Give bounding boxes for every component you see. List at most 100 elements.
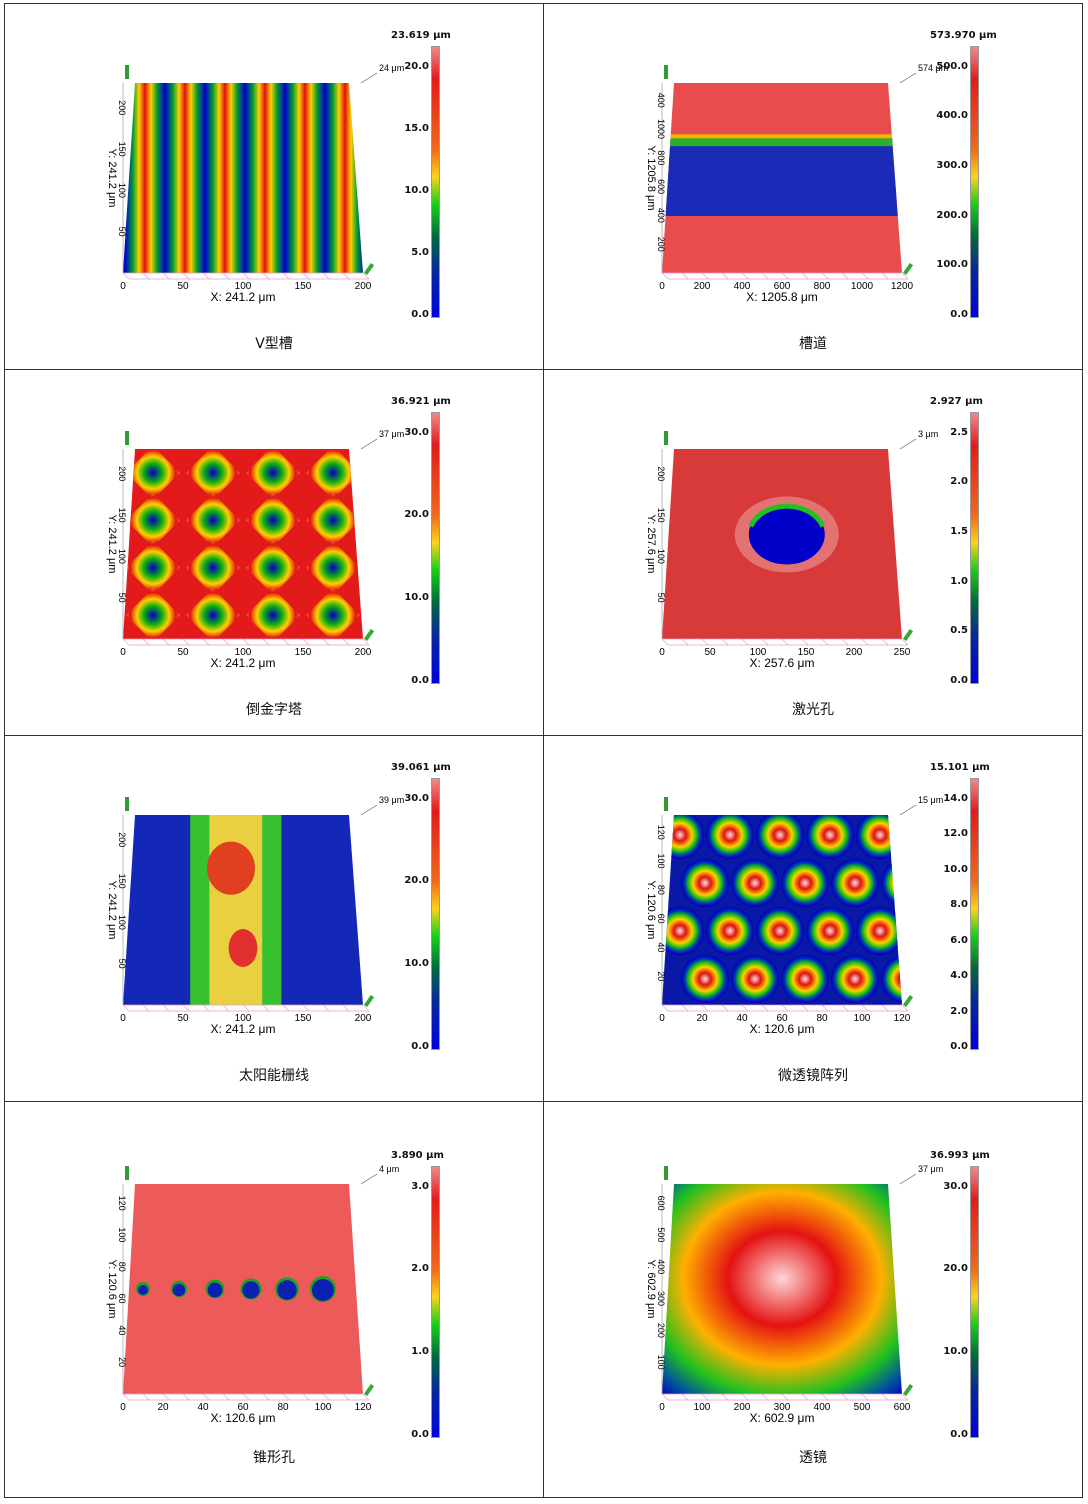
x-tick-label: 150 bbox=[295, 281, 312, 292]
y-tick-label: 40 bbox=[117, 1325, 127, 1335]
y-tick-label: 120 bbox=[117, 1196, 127, 1211]
scale-tick-label: 20.0 bbox=[404, 875, 429, 887]
scale-tick-label: 15.0 bbox=[404, 122, 429, 134]
panel-caption: 倒金字塔 bbox=[246, 702, 302, 718]
figure-grid: 0 50 100 150 200 50 100 150 200 X: 241.2 μm Y: 241… bbox=[4, 3, 1084, 1501]
y-tick-label: 400 bbox=[656, 1259, 666, 1274]
scale-tick-label: 0.0 bbox=[411, 1429, 429, 1440]
scale-tick-label: 5.0 bbox=[411, 246, 429, 258]
x-tick-label: 0 bbox=[120, 1013, 126, 1024]
figure-panel: 0 50 100 150 200 250 50 100 150 200 X: 257.6 μm Y: … bbox=[543, 369, 1083, 736]
x-axis-label: X: 257.6 μm bbox=[750, 656, 815, 670]
scale-tick-label: 30.0 bbox=[404, 792, 429, 804]
surface-gridline bbox=[123, 815, 363, 1005]
color-scale-bar bbox=[970, 412, 979, 684]
z-axis-label: 4 μm bbox=[379, 1164, 399, 1174]
x-tick-label: 500 bbox=[854, 1402, 871, 1413]
x-axis-label: X: 241.2 μm bbox=[211, 1022, 276, 1036]
surface-plot: 0 20 40 60 80 100 120 20 40 60 80 100 120 X: 120.6 μm… bbox=[106, 1164, 399, 1425]
scale-max-label: 36.921 μm bbox=[391, 396, 451, 407]
surface-plot: 0 50 100 150 200 50 100 150 200 X: 241.2 μm Y: 241… bbox=[106, 429, 404, 670]
y-axis-label: Y: 120.6 μm bbox=[645, 881, 657, 940]
color-scale-bar bbox=[431, 1166, 440, 1438]
scale-tick-label: 10.0 bbox=[404, 958, 429, 970]
y-tick-label: 150 bbox=[656, 508, 666, 523]
figure-panel: 0 20 40 60 80 100 120 20 40 60 80 100 120 X: 120.6 μm… bbox=[543, 735, 1083, 1102]
scale-tick-label: 400.0 bbox=[936, 110, 968, 122]
x-tick-label: 0 bbox=[659, 1013, 665, 1024]
y-tick-label: 400 bbox=[656, 93, 666, 108]
axis-triad-icon bbox=[902, 262, 914, 276]
x-tick-label: 100 bbox=[235, 1013, 252, 1024]
x-tick-label: 0 bbox=[120, 647, 126, 658]
x-tick-label: 40 bbox=[736, 1013, 748, 1024]
x-tick-label: 200 bbox=[734, 1402, 751, 1413]
scale-tick-label: 4.0 bbox=[950, 970, 968, 982]
scale-tick-label: 10.0 bbox=[404, 592, 429, 604]
x-tick-label: 50 bbox=[177, 647, 189, 658]
scale-tick-label: 10.0 bbox=[943, 1346, 968, 1358]
y-tick-label: 400 bbox=[656, 208, 666, 223]
x-tick-label: 400 bbox=[814, 1402, 831, 1413]
x-tick-label: 100 bbox=[694, 1402, 711, 1413]
surface-plot: 0 20 40 60 80 100 120 20 40 60 80 100 120 X: 120.6 μm… bbox=[645, 795, 943, 1036]
y-axis-label: Y: 241.2 μm bbox=[106, 881, 118, 940]
figure-panel: 0 100 200 300 400 500 600 100 200 300 400 500 600 X: … bbox=[543, 1101, 1083, 1498]
y-tick-label: 200 bbox=[656, 466, 666, 481]
z-axis-label: 37 μm bbox=[918, 1164, 943, 1174]
z-axis-label: 24 μm bbox=[379, 63, 404, 73]
panel-caption: 槽道 bbox=[799, 336, 827, 352]
figure-panel: 0 20 40 60 80 100 120 20 40 60 80 100 120 X: 120.6 μm… bbox=[4, 1101, 544, 1498]
scale-tick-label: 100.0 bbox=[936, 259, 968, 271]
scale-tick-label: 12.0 bbox=[943, 828, 968, 840]
x-tick-label: 200 bbox=[355, 281, 372, 292]
scale-tick-label: 300.0 bbox=[936, 159, 968, 171]
axis-marker-icon bbox=[664, 1166, 668, 1180]
y-tick-label: 150 bbox=[117, 508, 127, 523]
y-tick-label: 600 bbox=[656, 179, 666, 194]
axis-marker-icon bbox=[664, 65, 668, 79]
x-axis-label: X: 1205.8 μm bbox=[746, 290, 818, 304]
x-tick-label: 400 bbox=[734, 281, 751, 292]
x-tick-label: 0 bbox=[659, 281, 665, 292]
y-tick-label: 60 bbox=[117, 1294, 127, 1304]
scale-tick-label: 20.0 bbox=[943, 1263, 968, 1275]
scale-tick-label: 2.0 bbox=[950, 476, 968, 488]
x-tick-label: 50 bbox=[177, 1013, 189, 1024]
panel-caption: 透镜 bbox=[799, 1450, 827, 1466]
y-tick-label: 120 bbox=[656, 825, 666, 840]
axes: 0 20 40 60 80 100 120 20 40 60 80 100 120 X: 120.6 μm… bbox=[106, 1164, 399, 1425]
x-tick-label: 0 bbox=[659, 1402, 665, 1413]
x-tick-label: 50 bbox=[177, 281, 189, 292]
scale-tick-label: 2.0 bbox=[950, 1005, 968, 1017]
y-tick-label: 50 bbox=[117, 227, 127, 237]
z-axis-label: 15 μm bbox=[918, 795, 943, 805]
x-tick-label: 200 bbox=[355, 647, 372, 658]
color-scale-bar bbox=[970, 46, 979, 318]
y-tick-label: 80 bbox=[656, 885, 666, 895]
x-tick-label: 50 bbox=[704, 647, 716, 658]
x-tick-label: 600 bbox=[894, 1402, 911, 1413]
y-axis-label: Y: 1205.8 μm bbox=[645, 145, 657, 210]
y-axis-label: Y: 241.2 μm bbox=[106, 515, 118, 574]
x-tick-label: 120 bbox=[355, 1402, 372, 1413]
axis-triad-icon bbox=[363, 994, 375, 1008]
x-tick-label: 200 bbox=[355, 1013, 372, 1024]
y-axis-label: Y: 602.9 μm bbox=[645, 1260, 657, 1319]
x-tick-label: 1200 bbox=[891, 281, 914, 292]
scale-tick-label: 20.0 bbox=[404, 509, 429, 521]
scale-max-label: 39.061 μm bbox=[391, 762, 451, 773]
z-axis-label: 37 μm bbox=[379, 429, 404, 439]
scale-max-label: 3.890 μm bbox=[391, 1150, 444, 1161]
scale-max-label: 15.101 μm bbox=[930, 762, 990, 773]
surface-plot: 0 50 100 150 200 50 100 150 200 X: 241.2 μm Y: 241… bbox=[106, 63, 404, 304]
figure-panel: 0 50 100 150 200 50 100 150 200 X: 241.2 μm Y: 241… bbox=[4, 735, 544, 1102]
x-tick-label: 20 bbox=[696, 1013, 708, 1024]
axes: 0 50 100 150 200 250 50 100 150 200 X: 257.6 μm Y: … bbox=[645, 429, 938, 670]
color-scale-bar bbox=[431, 412, 440, 684]
y-tick-label: 200 bbox=[117, 832, 127, 847]
x-tick-label: 200 bbox=[846, 647, 863, 658]
x-tick-label: 1000 bbox=[851, 281, 874, 292]
panel-caption: 太阳能栅线 bbox=[239, 1068, 309, 1084]
x-tick-label: 100 bbox=[854, 1013, 871, 1024]
